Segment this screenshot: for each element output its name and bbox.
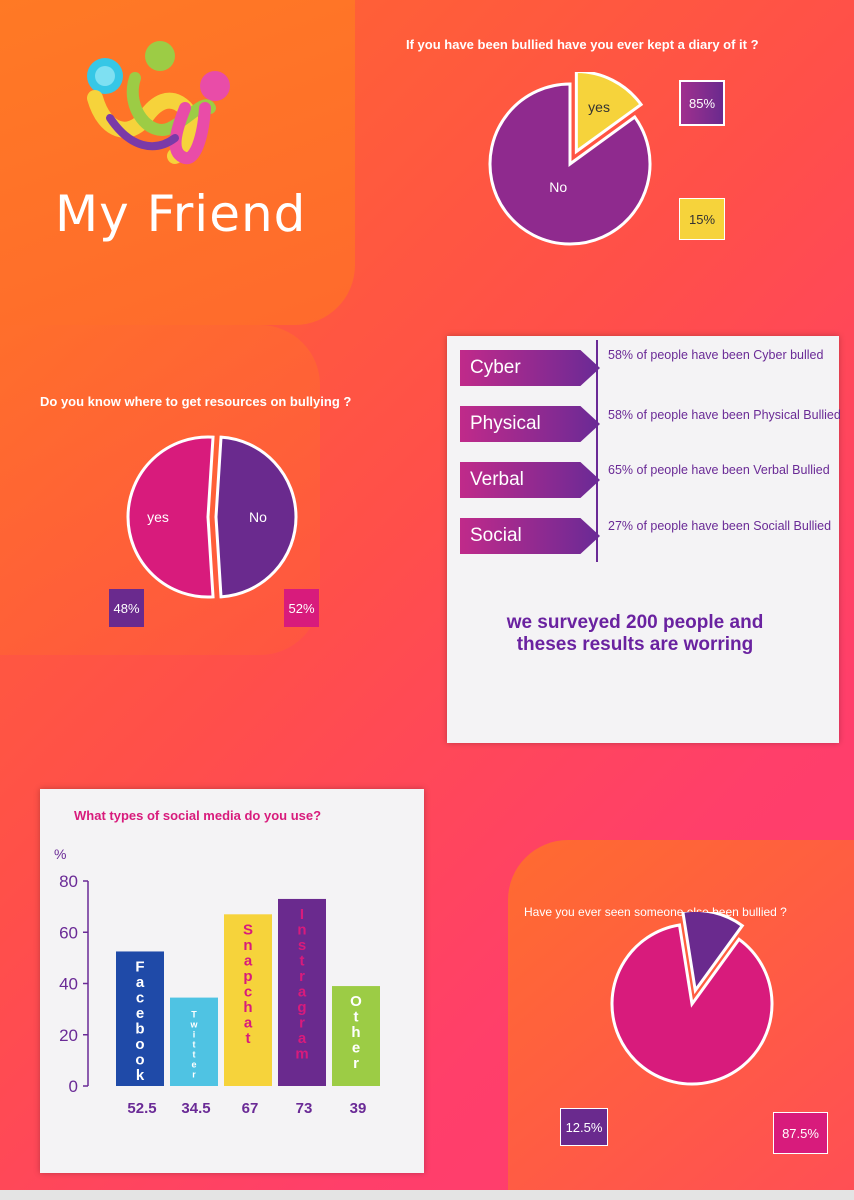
bar-other (332, 986, 380, 1086)
diary-no-pct-badge: 85% (679, 80, 725, 126)
bully-type-verbal: Verbal (460, 462, 600, 498)
bar-value-label: 73 (296, 1100, 313, 1117)
bar-category-letter: a (136, 974, 145, 991)
y-tick-label: 40 (59, 975, 78, 994)
bar-category-letter: e (352, 1040, 360, 1057)
bar-category-letter: t (193, 1040, 196, 1050)
bar-category-letter: n (297, 921, 306, 938)
bar-category-letter: a (244, 952, 253, 969)
bar-category-letter: r (353, 1055, 359, 1072)
bar-category-letter: i (193, 1030, 196, 1040)
diary-pie-chart: No yes (488, 72, 652, 246)
resources-question: Do you know where to get resources on bu… (40, 394, 352, 409)
y-tick-label: 20 (59, 1026, 78, 1045)
resources-yes-pct-badge: 52% (284, 589, 319, 627)
diary-pie-slice-label-0: No (549, 179, 567, 195)
bar-category-letter: T (191, 1010, 197, 1020)
bar-category-letter: e (136, 1005, 144, 1022)
bar-category-letter: o (135, 1036, 144, 1053)
bar-category-letter: a (298, 983, 307, 1000)
witness-large-pct-badge: 87.5% (773, 1112, 828, 1154)
bar-category-letter: a (244, 1014, 253, 1031)
bar-twitter (170, 997, 218, 1086)
people-hug-logo-icon (87, 41, 230, 165)
bully-type-physical: Physical (460, 406, 600, 442)
y-tick-label: 0 (69, 1077, 78, 1096)
resources-pie-slice-label-0: No (249, 509, 267, 525)
page-bottom-border (0, 1190, 854, 1200)
resources-pie-slice-1 (126, 435, 215, 599)
bar-category-letter: O (350, 993, 362, 1010)
bar-category-letter: r (192, 1070, 196, 1080)
bar-category-letter: t (193, 1050, 196, 1060)
bar-snapchat (224, 914, 272, 1086)
witness-pie-chart (610, 912, 774, 1086)
bar-value-label: 52.5 (127, 1100, 156, 1117)
bar-value-label: 34.5 (181, 1100, 210, 1117)
bully-type-social: Social (460, 518, 600, 554)
bully-stat-cyber: 58% of people have been Cyber bulled (608, 348, 824, 362)
diary-yes-pct-badge: 15% (679, 198, 725, 240)
diary-pie-slice-0 (488, 82, 652, 246)
diary-pie-slice-label-1: yes (588, 99, 610, 115)
bar-category-letter: t (246, 1030, 251, 1047)
bar-category-letter: r (299, 968, 305, 985)
bar-category-letter: t (354, 1009, 359, 1026)
bar-category-letter: o (135, 1051, 144, 1068)
bully-stat-physical: 58% of people have been Physical Bullied (608, 408, 841, 422)
bar-category-letter: b (135, 1020, 144, 1037)
bar-value-label: 67 (242, 1100, 259, 1117)
bully-type-cyber: Cyber (460, 350, 600, 386)
bar-category-letter: s (298, 937, 306, 954)
bar-category-letter: F (135, 958, 144, 975)
diary-pie-slice-1 (574, 72, 644, 155)
bar-category-letter: I (300, 906, 304, 923)
bar-category-letter: g (297, 999, 306, 1016)
resources-pie-slice-0 (214, 435, 298, 599)
timeline-line (596, 340, 598, 562)
diary-question: If you have been bullied have you ever k… (406, 37, 759, 52)
bar-category-letter: p (243, 968, 252, 985)
witness-small-pct-badge: 12.5% (560, 1108, 608, 1146)
witness-pie-slice-1 (681, 912, 745, 995)
bar-category-letter: t (300, 952, 305, 969)
bully-stat-social: 27% of people have been Sociall Bullied (608, 519, 832, 533)
bar-category-letter: e (191, 1060, 196, 1070)
bar-category-letter: k (136, 1067, 145, 1084)
brand-name: My Friend (55, 185, 307, 243)
y-tick-label: 80 (59, 872, 78, 891)
resources-no-pct-badge: 48% (109, 589, 144, 627)
bully-stat-verbal: 65% of people have been Verbal Bullied (608, 463, 830, 477)
bar-facebook (116, 951, 164, 1086)
resources-pie-chart: No yes (126, 435, 298, 599)
survey-note: we surveyed 200 people and theses result… (506, 612, 764, 655)
bar-category-letter: c (244, 983, 252, 1000)
bar-category-letter: c (136, 989, 144, 1006)
bar-chart-ylabel: % (54, 846, 66, 862)
bar-category-letter: r (299, 1014, 305, 1031)
bar-category-letter: n (243, 937, 252, 954)
bar-value-label: 39 (350, 1100, 367, 1117)
resources-pie-slice-label-1: yes (147, 509, 169, 525)
bar-category-letter: S (243, 921, 253, 938)
bar-category-letter: w (189, 1020, 198, 1030)
bar-category-letter: a (298, 1030, 307, 1047)
y-tick-label: 60 (59, 923, 78, 942)
bar-category-letter: h (243, 999, 252, 1016)
social-media-bar-chart: What types of social media do you use?% 0… (54, 808, 380, 1117)
bar-category-letter: m (295, 1045, 308, 1062)
bar-instragram (278, 898, 326, 1086)
bar-category-letter: h (351, 1024, 360, 1041)
witness-pie-slice-0 (610, 923, 774, 1086)
bar-chart-title: What types of social media do you use? (74, 808, 321, 823)
